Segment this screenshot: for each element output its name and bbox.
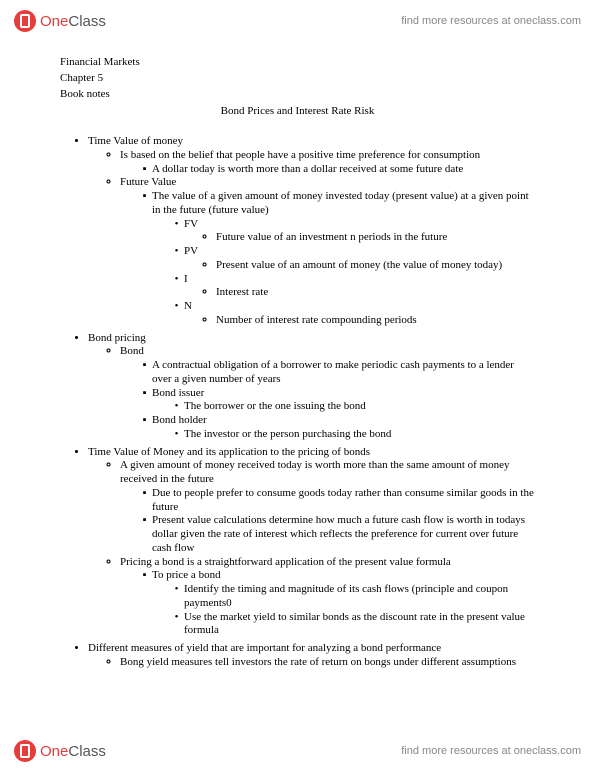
section-heading: Time Value of money (88, 135, 183, 147)
brand-one: One (40, 13, 68, 30)
text: Future value of an investment n periods … (216, 231, 447, 243)
brand-logo: OneClass (14, 10, 106, 32)
list-item: Bond holder The investor or the person p… (152, 414, 535, 442)
list-item: The value of a given amount of money inv… (152, 190, 535, 328)
doc-meta-line1: Financial Markets (60, 56, 535, 70)
list-item: Number of interest rate compounding peri… (216, 314, 535, 328)
page-footer: OneClass find more resources at oneclass… (0, 734, 595, 770)
list-item: PV Present value of an amount of money (… (184, 245, 535, 273)
list-item: Different measures of yield that are imp… (88, 642, 535, 670)
list-item: Present value calculations determine how… (152, 514, 535, 555)
outline-root: Time Value of money Is based on the beli… (60, 135, 535, 670)
text: A dollar today is worth more than a doll… (152, 163, 463, 175)
doc-title: Bond Prices and Interest Rate Risk (60, 105, 535, 119)
list-item: Bong yield measures tell investors the r… (120, 656, 535, 670)
footer-resources-link[interactable]: find more resources at oneclass.com (401, 745, 581, 757)
logo-mark-icon (14, 10, 36, 32)
text: Bond (120, 345, 144, 357)
list-item: N Number of interest rate compounding pe… (184, 300, 535, 328)
section-heading: Bond pricing (88, 332, 146, 344)
section-heading: Different measures of yield that are imp… (88, 642, 441, 654)
section-heading: Time Value of Money and its application … (88, 446, 370, 458)
text: Identify the timing and magnitude of its… (184, 583, 508, 609)
list-item: A given amount of money received today i… (120, 459, 535, 555)
list-item: Future value of an investment n periods … (216, 231, 535, 245)
list-item: Bond A contractual obligation of a borro… (120, 345, 535, 441)
text: Bong yield measures tell investors the r… (120, 656, 516, 668)
list-item: Present value of an amount of money (the… (216, 259, 535, 273)
list-item: Bond pricing Bond A contractual obligati… (88, 332, 535, 442)
brand-one: One (40, 743, 68, 760)
list-item: Bond issuer The borrower or the one issu… (152, 387, 535, 415)
list-item: I Interest rate (184, 273, 535, 301)
list-item: Time Value of Money and its application … (88, 446, 535, 639)
list-item: Time Value of money Is based on the beli… (88, 135, 535, 328)
doc-meta-line2: Chapter 5 (60, 72, 535, 86)
text: Pricing a bond is a straightforward appl… (120, 556, 451, 568)
text: A given amount of money received today i… (120, 459, 510, 485)
text: Interest rate (216, 286, 268, 298)
brand-name-footer: OneClass (40, 743, 106, 760)
doc-meta-line3: Book notes (60, 88, 535, 102)
brand-logo-footer: OneClass (14, 740, 106, 762)
text: N (184, 300, 192, 312)
list-item: A dollar today is worth more than a doll… (152, 163, 535, 177)
list-item: The borrower or the one issuing the bond (184, 400, 535, 414)
list-item: Future Value The value of a given amount… (120, 176, 535, 327)
text: The investor or the person purchasing th… (184, 428, 391, 440)
list-item: Pricing a bond is a straightforward appl… (120, 556, 535, 639)
list-item: A contractual obligation of a borrower t… (152, 359, 535, 387)
brand-class: Class (68, 743, 106, 760)
brand-name: OneClass (40, 13, 106, 30)
list-item: Due to people prefer to consume goods to… (152, 487, 535, 515)
text: Present value of an amount of money (the… (216, 259, 502, 271)
text: The value of a given amount of money inv… (152, 190, 529, 216)
brand-class: Class (68, 13, 106, 30)
list-item: FV Future value of an investment n perio… (184, 218, 535, 246)
text: Future Value (120, 176, 176, 188)
list-item: Is based on the belief that people have … (120, 149, 535, 177)
text: Bond issuer (152, 387, 204, 399)
text: The borrower or the one issuing the bond (184, 400, 366, 412)
text: I (184, 273, 188, 285)
text: A contractual obligation of a borrower t… (152, 359, 514, 385)
page-header: OneClass find more resources at oneclass… (0, 0, 595, 38)
text: PV (184, 245, 198, 257)
text: Due to people prefer to consume goods to… (152, 487, 534, 513)
logo-mark-icon (14, 740, 36, 762)
text: Bond holder (152, 414, 207, 426)
document-body: Financial Markets Chapter 5 Book notes B… (0, 38, 595, 680)
text: Is based on the belief that people have … (120, 149, 480, 161)
text: To price a bond (152, 569, 221, 581)
header-resources-link[interactable]: find more resources at oneclass.com (401, 15, 581, 27)
text: Number of interest rate compounding peri… (216, 314, 417, 326)
list-item: Use the market yield to similar bonds as… (184, 611, 535, 639)
list-item: Interest rate (216, 286, 535, 300)
list-item: The investor or the person purchasing th… (184, 428, 535, 442)
text: Use the market yield to similar bonds as… (184, 611, 525, 637)
text: FV (184, 218, 198, 230)
list-item: To price a bond Identify the timing and … (152, 569, 535, 638)
text: Present value calculations determine how… (152, 514, 525, 554)
list-item: Identify the timing and magnitude of its… (184, 583, 535, 611)
